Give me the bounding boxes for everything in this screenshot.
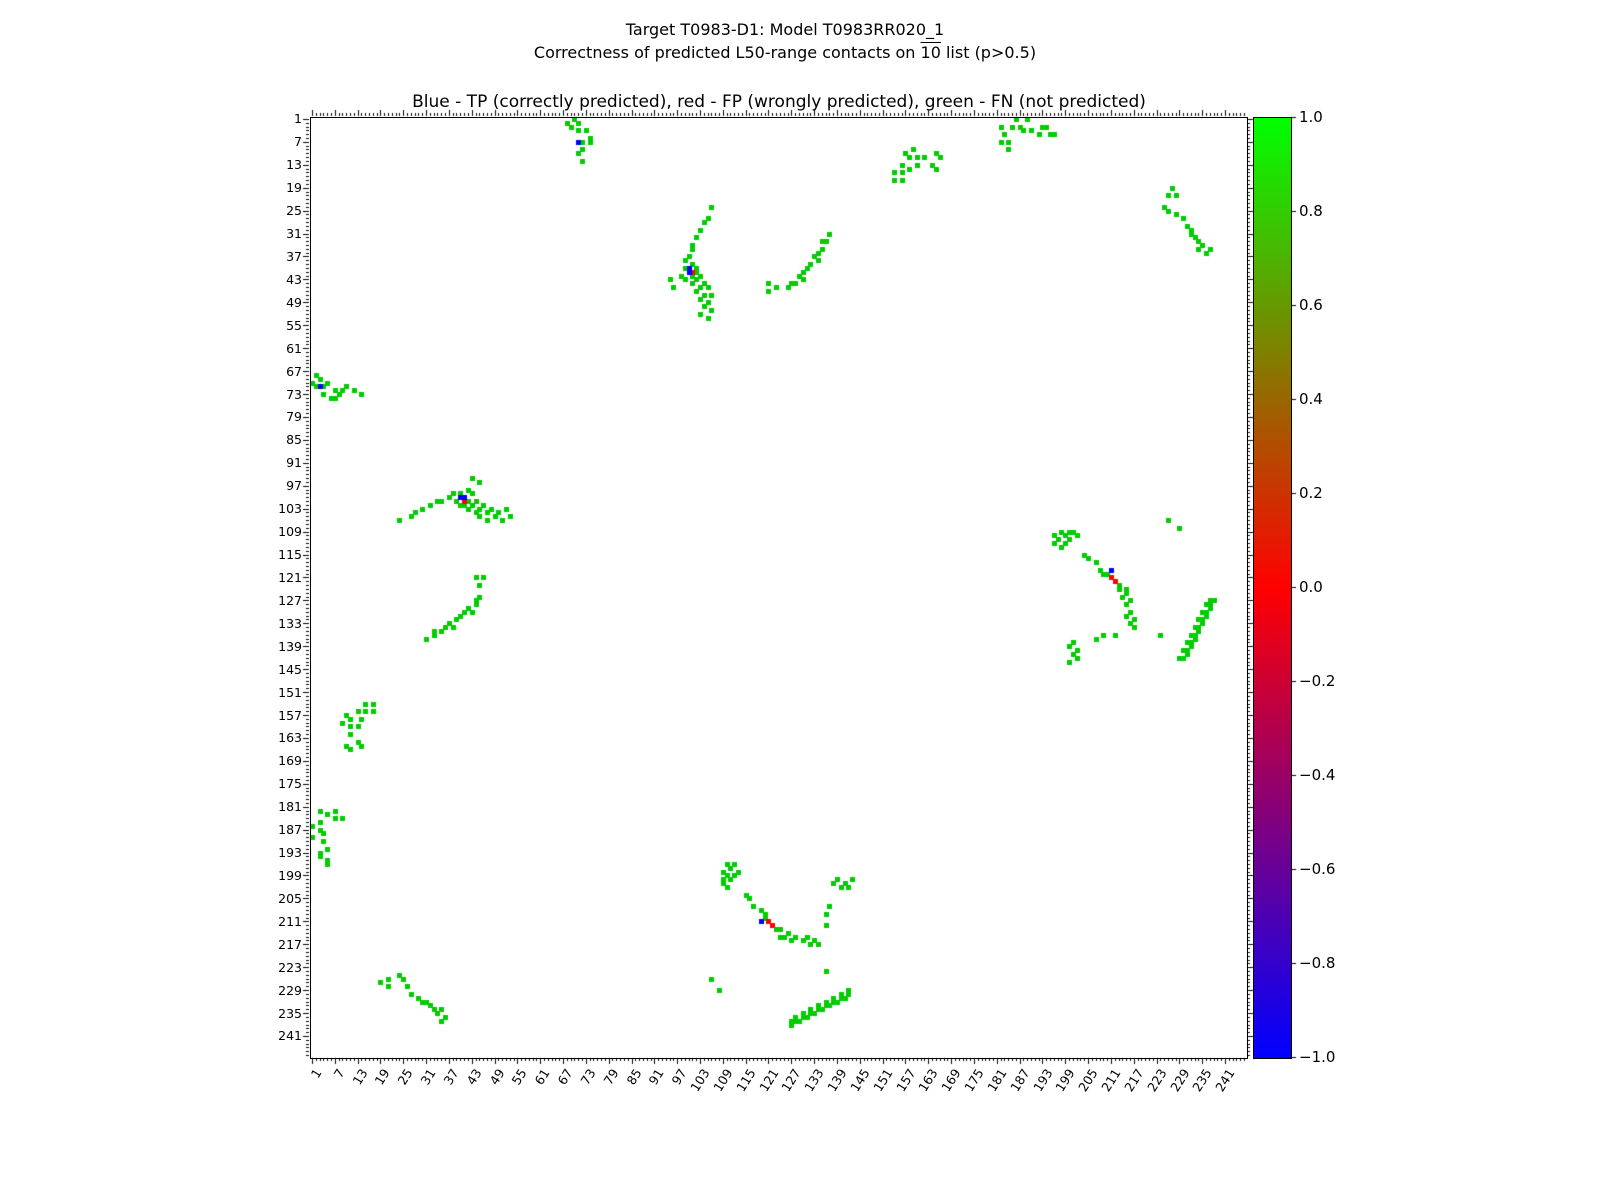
axes-title: Blue - TP (correctly predicted), red - F… [412, 92, 1146, 112]
colorbar-tick-label: 0.6 [1299, 296, 1323, 314]
y-tick-label: 31 [286, 226, 302, 242]
suptitle-line2-prefix: Correctness of predicted L50-range conta… [533, 43, 921, 62]
y-tick-label: 235 [278, 1005, 302, 1021]
y-tick-label: 211 [278, 913, 302, 929]
y-tick-label: 115 [278, 547, 302, 563]
colorbar-tick-label: −0.6 [1299, 860, 1336, 878]
colorbar [1253, 117, 1292, 1059]
suptitle-line2-suffix: list (p>0.5) [940, 43, 1037, 62]
colorbar-tick-label: 0.2 [1299, 484, 1323, 502]
y-tick-label: 127 [278, 592, 302, 608]
y-tick-label: 85 [286, 432, 302, 448]
y-tick-label: 229 [278, 982, 302, 998]
y-tick-label: 37 [286, 248, 302, 264]
y-tick-label: 199 [278, 867, 302, 883]
y-tick-label: 55 [286, 317, 302, 333]
y-tick-label: 193 [278, 845, 302, 861]
y-tick-label: 13 [286, 157, 302, 173]
y-tick-label: 151 [278, 684, 302, 700]
y-tick-label: 91 [286, 455, 302, 471]
y-tick-label: 157 [278, 707, 302, 723]
y-tick-label: 205 [278, 890, 302, 906]
y-tick-label: 163 [278, 730, 302, 746]
y-tick-label: 67 [286, 363, 302, 379]
suptitle-line2-overline: 10 [920, 43, 941, 62]
y-tick-label: 61 [286, 340, 302, 356]
y-tick-label: 43 [286, 271, 302, 287]
y-tick-label: 145 [278, 661, 302, 677]
y-tick-label: 79 [286, 409, 302, 425]
colorbar-tick-label: −1.0 [1299, 1048, 1336, 1066]
y-tick-label: 49 [286, 294, 302, 310]
colorbar-tick-label: 0.4 [1299, 390, 1323, 408]
y-tick-label: 187 [278, 822, 302, 838]
y-tick-label: 73 [286, 386, 302, 402]
y-tick-label: 175 [278, 776, 302, 792]
y-tick-label: 121 [278, 569, 302, 585]
y-tick-label: 139 [278, 638, 302, 654]
colorbar-tick-label: −0.8 [1299, 954, 1336, 972]
colorbar-tick-label: −0.4 [1299, 766, 1336, 784]
suptitle-line2: Correctness of predicted L50-range conta… [0, 43, 1570, 62]
y-tick-label: 97 [286, 478, 302, 494]
colorbar-tick-label: −0.2 [1299, 672, 1336, 690]
y-tick-label: 7 [294, 134, 302, 150]
y-tick-label: 223 [278, 959, 302, 975]
y-tick-label: 109 [278, 524, 302, 540]
y-tick-label: 1 [294, 111, 302, 127]
y-tick-label: 241 [278, 1028, 302, 1044]
colorbar-tick-label: 0.8 [1299, 202, 1323, 220]
y-tick-label: 217 [278, 936, 302, 952]
y-tick-label: 133 [278, 615, 302, 631]
y-tick-label: 169 [278, 753, 302, 769]
y-tick-label: 103 [278, 501, 302, 517]
y-tick-label: 19 [286, 180, 302, 196]
colorbar-tick-label: 0.0 [1299, 578, 1323, 596]
y-tick-label: 181 [278, 799, 302, 815]
suptitle-line1: Target T0983-D1: Model T0983RR020_1 [625, 20, 945, 39]
contact-map-plot [310, 117, 1248, 1059]
y-tick-label: 25 [286, 203, 302, 219]
colorbar-tick-label: 1.0 [1299, 108, 1323, 126]
